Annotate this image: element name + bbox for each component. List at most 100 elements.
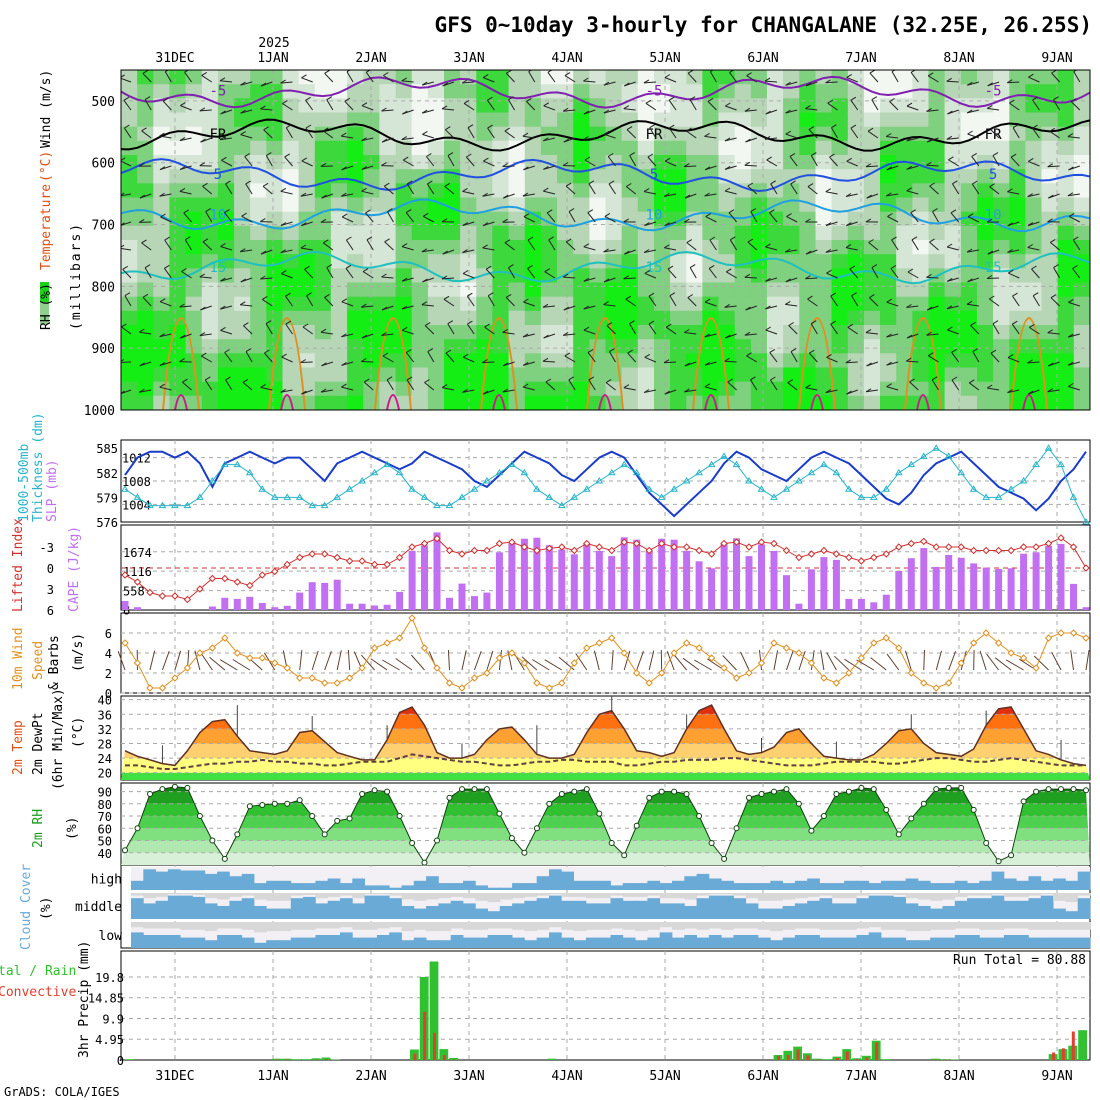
cloud-cell bbox=[659, 932, 673, 948]
rh-cell bbox=[185, 381, 203, 397]
cloud-gap bbox=[844, 922, 857, 930]
cloud-gap bbox=[930, 922, 943, 930]
wind-barb-feather bbox=[522, 132, 529, 137]
cape-bar bbox=[321, 582, 329, 610]
wind-barb-feather bbox=[744, 273, 751, 278]
wind-barb bbox=[709, 71, 717, 83]
wind-barb-feather bbox=[609, 348, 615, 353]
wind-barb bbox=[810, 323, 818, 335]
cloud-cell bbox=[204, 940, 218, 948]
wind-barb-feather bbox=[909, 378, 915, 383]
rh-cell bbox=[621, 268, 639, 284]
wind-speed-point bbox=[583, 644, 591, 652]
rh-cell bbox=[670, 353, 687, 369]
wind-barb-feather bbox=[886, 166, 893, 171]
rh-cell bbox=[476, 183, 494, 199]
wind-barb-feather bbox=[421, 301, 428, 306]
rh-cell bbox=[831, 353, 849, 369]
rh-cell bbox=[234, 381, 251, 397]
rh-cell bbox=[250, 254, 267, 269]
wind-speed-point bbox=[820, 674, 828, 682]
rh-cell bbox=[767, 98, 784, 114]
wind-barb bbox=[426, 183, 435, 195]
rh-point bbox=[134, 825, 141, 832]
rh-cell bbox=[363, 268, 381, 284]
cloud-gap bbox=[229, 922, 243, 929]
cloud-gap bbox=[967, 893, 980, 896]
rh-cell bbox=[540, 169, 558, 184]
rh-band bbox=[121, 828, 1090, 841]
cloud-cell bbox=[708, 895, 722, 919]
cloud-cell bbox=[954, 900, 968, 919]
rh-cell bbox=[282, 310, 300, 326]
wind-barb-feather bbox=[623, 384, 630, 389]
rh-cell bbox=[783, 225, 800, 241]
rh-cell bbox=[960, 70, 978, 85]
rh-cell bbox=[201, 240, 219, 255]
rh-cell bbox=[395, 395, 413, 410]
wind-barb bbox=[121, 77, 132, 83]
rh-cell bbox=[153, 70, 171, 85]
wind-barb-10m bbox=[994, 657, 1012, 671]
rh-cell bbox=[1073, 183, 1090, 199]
rh-cell bbox=[912, 381, 930, 397]
rh-cell bbox=[347, 296, 364, 312]
wind-barb bbox=[462, 389, 475, 393]
wind-barb-feather bbox=[266, 152, 272, 157]
wind-barb-feather bbox=[363, 378, 370, 383]
li-point bbox=[358, 557, 366, 565]
precip-total-bar bbox=[822, 1059, 832, 1060]
rh-cell bbox=[928, 296, 946, 312]
cape-bar bbox=[134, 607, 141, 610]
rh-cell bbox=[847, 282, 865, 298]
rh-cell bbox=[444, 240, 461, 255]
cloud-gap bbox=[561, 893, 574, 897]
rh-cell bbox=[427, 254, 445, 269]
wind-barb-feather bbox=[664, 222, 670, 227]
wind-barb bbox=[159, 193, 172, 197]
rh-cell bbox=[815, 140, 833, 156]
cape-bar bbox=[583, 543, 591, 610]
rh-cell bbox=[347, 395, 364, 410]
rh-cell bbox=[831, 325, 849, 340]
wind-barb-feather bbox=[769, 209, 775, 214]
wind-speed-point bbox=[807, 659, 816, 667]
rh-cell bbox=[492, 254, 510, 269]
cloud-gap bbox=[192, 893, 206, 895]
wind-speed-point bbox=[1057, 629, 1065, 637]
rh-cell bbox=[298, 353, 316, 369]
wind-speed-point bbox=[320, 679, 329, 687]
wind-barb bbox=[424, 325, 435, 335]
rh-cell bbox=[799, 140, 817, 156]
wind-label-2: Speed bbox=[31, 641, 46, 680]
cloud-cell bbox=[463, 937, 476, 948]
wind-barb bbox=[1047, 389, 1060, 393]
rh-cell bbox=[977, 395, 994, 410]
wind-barb bbox=[184, 71, 192, 83]
wind-barb-feather bbox=[224, 349, 230, 353]
rh-cell bbox=[670, 70, 687, 85]
thickness-point bbox=[195, 493, 204, 500]
wind-barb-feather bbox=[462, 353, 469, 358]
wind-barb bbox=[869, 72, 879, 83]
wind-speed-point bbox=[682, 639, 691, 647]
rh-cell bbox=[460, 84, 477, 99]
rh-cell bbox=[896, 395, 913, 410]
cloud-cell bbox=[487, 887, 501, 890]
rh-cell bbox=[621, 254, 639, 269]
cloud-cell bbox=[954, 935, 968, 948]
cloud-cell bbox=[844, 903, 857, 919]
thickness-point bbox=[932, 444, 941, 451]
wind-barb-feather bbox=[144, 264, 151, 269]
cloud-gap bbox=[499, 893, 513, 900]
cloud-gap bbox=[696, 922, 710, 930]
rh-cell bbox=[912, 84, 930, 99]
rh-cell bbox=[815, 254, 833, 269]
wind-speed-point bbox=[171, 674, 179, 682]
precip-total-bar bbox=[272, 1058, 282, 1060]
warm-contour bbox=[162, 316, 200, 410]
wind-barb bbox=[1032, 127, 1040, 139]
cloud-gap bbox=[917, 922, 931, 932]
wind-barb-feather bbox=[422, 278, 428, 283]
rh-cell bbox=[718, 112, 736, 128]
